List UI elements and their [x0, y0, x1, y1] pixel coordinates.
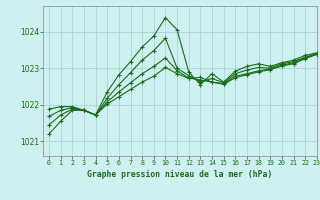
X-axis label: Graphe pression niveau de la mer (hPa): Graphe pression niveau de la mer (hPa) [87, 170, 273, 179]
